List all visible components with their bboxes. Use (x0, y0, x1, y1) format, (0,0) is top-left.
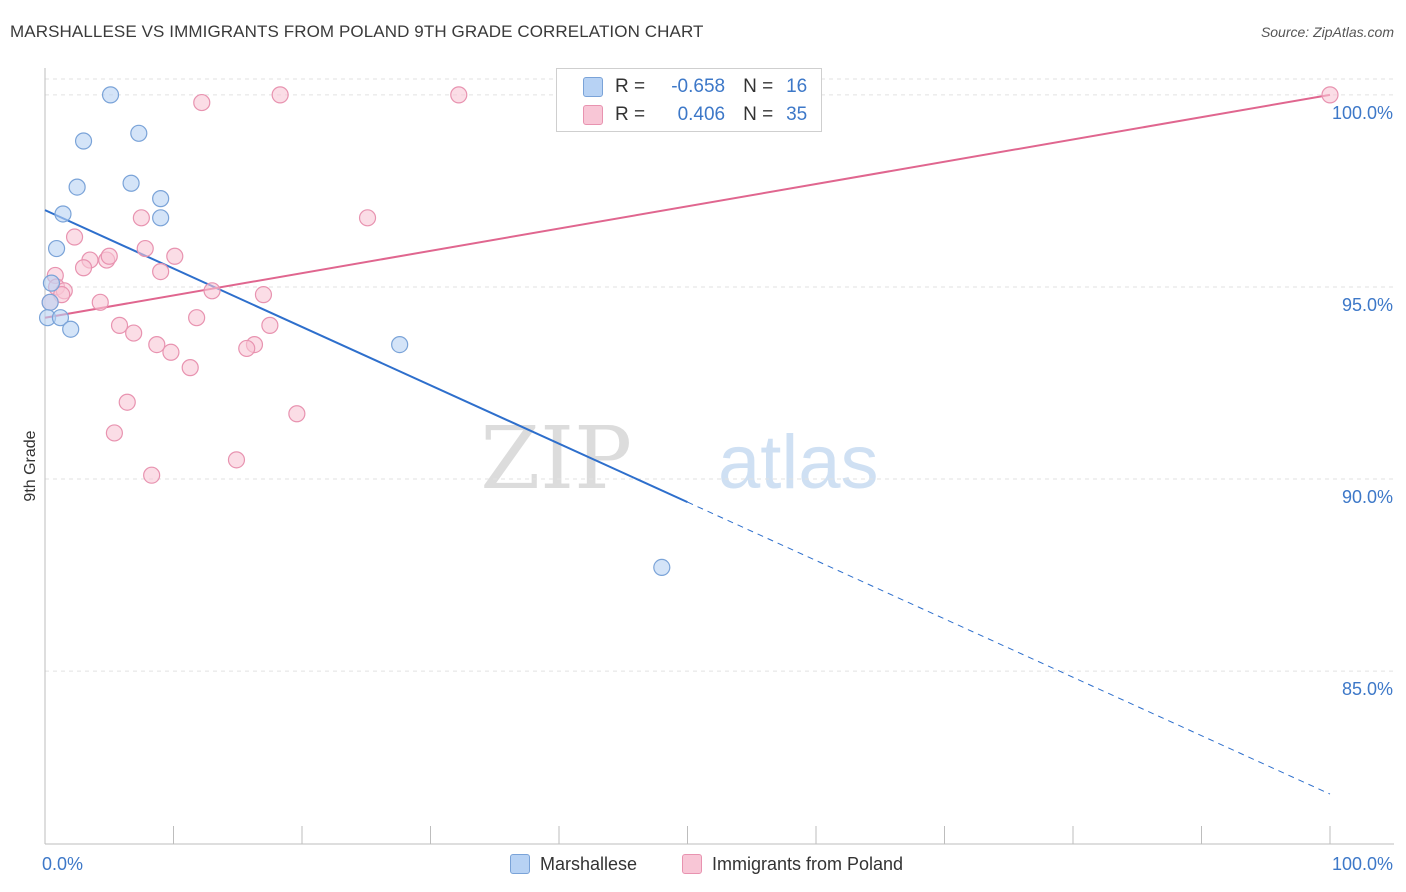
poland-trend-line (44, 93, 1331, 319)
marshallese-point (130, 124, 148, 142)
poland-point (143, 466, 161, 484)
legend-n-label: N = (743, 76, 774, 97)
legend-n-label: N = (743, 104, 774, 125)
legend-row-marshallese: R = -0.658 N = 16 (557, 73, 807, 101)
legend-r-label: R = (615, 104, 646, 125)
legend-n-value-marshallese: 16 (786, 76, 808, 97)
watermark-atlas: atlas (718, 420, 879, 505)
marshallese-swatch (583, 77, 603, 97)
bottom-legend-marshallese: Marshallese (510, 852, 637, 876)
legend-r-label: R = (615, 76, 646, 97)
poland-point (162, 343, 180, 361)
poland-point (271, 86, 289, 104)
trend-lines (44, 93, 1331, 795)
marshallese-point (41, 293, 59, 311)
marshallese-point (54, 205, 72, 223)
poland-point (105, 424, 123, 442)
y-tick-label: 90.0% (1342, 487, 1393, 507)
poland-legend-swatch (682, 854, 702, 874)
poland-point (110, 316, 129, 334)
x-tick-label-min: 0.0% (42, 854, 83, 874)
poland-point (118, 393, 136, 411)
poland-point (74, 259, 93, 277)
legend-r-value-poland: 0.406 (677, 104, 726, 125)
x-tick-label-max: 100.0% (1332, 854, 1393, 874)
legend-n-value-poland: 35 (786, 104, 808, 125)
poland-point (261, 316, 279, 334)
poland-point (203, 282, 221, 300)
marshallese-point (122, 174, 140, 192)
correlation-legend: R = -0.658 N = 16 R = 0.406 N = 35 (556, 68, 822, 132)
tick-labels: 85.0% 90.0% 95.0% 100.0% 0.0% 100.0% (42, 103, 1393, 874)
poland-point (100, 247, 118, 265)
poland-point (1321, 86, 1339, 104)
marshallese-point (653, 558, 671, 577)
poland-point (358, 209, 377, 227)
poland-point (238, 339, 256, 358)
chart-title: MARSHALLESE VS IMMIGRANTS FROM POLAND 9T… (10, 22, 704, 41)
marshallese-trend-extension (687, 501, 1331, 795)
axes (44, 68, 1394, 845)
poland-point (132, 209, 150, 227)
marshallese-point (47, 239, 66, 258)
poland-point (288, 405, 306, 423)
legend-row-poland: R = 0.406 N = 35 (557, 101, 807, 129)
poland-point (227, 451, 246, 469)
y-tick-label: 100.0% (1332, 103, 1393, 123)
poland-point (181, 359, 199, 377)
poland-point (188, 309, 206, 327)
poland-point (125, 324, 143, 342)
data-points (38, 86, 1339, 577)
poland-point (450, 86, 468, 104)
poland-legend-label: Immigrants from Poland (712, 853, 904, 874)
marshallese-point (68, 178, 86, 196)
bottom-legend-poland: Immigrants from Poland (682, 852, 903, 876)
marshallese-point (152, 209, 170, 227)
marshallese-point (42, 274, 61, 292)
gridlines (45, 78, 1394, 672)
marshallese-point (74, 132, 93, 150)
watermark: ZIP atlas (480, 409, 878, 509)
marshallese-point (391, 335, 409, 354)
poland-point (136, 239, 154, 258)
poland-swatch (583, 105, 603, 125)
poland-point (148, 335, 166, 354)
watermark-zip: ZIP (480, 409, 632, 509)
y-axis-label: 9th Grade (22, 430, 39, 501)
poland-point (65, 228, 84, 246)
marshallese-trend-line (44, 209, 688, 504)
marshallese-legend-swatch (510, 854, 530, 874)
marshallese-legend-label: Marshallese (540, 853, 638, 874)
y-tick-label: 85.0% (1342, 679, 1393, 699)
poland-point (91, 293, 109, 311)
y-tick-label: 95.0% (1342, 295, 1393, 315)
legend-r-value-marshallese: -0.658 (671, 76, 726, 97)
marshallese-point (152, 190, 170, 208)
marshallese-point (62, 320, 80, 338)
poland-point (166, 247, 184, 265)
marshallese-point (101, 86, 120, 104)
source-credit: Source: ZipAtlas.com (1260, 24, 1394, 40)
marshallese-point (51, 309, 70, 327)
poland-point (193, 93, 211, 112)
poland-point (254, 286, 273, 304)
poland-point (152, 263, 170, 281)
